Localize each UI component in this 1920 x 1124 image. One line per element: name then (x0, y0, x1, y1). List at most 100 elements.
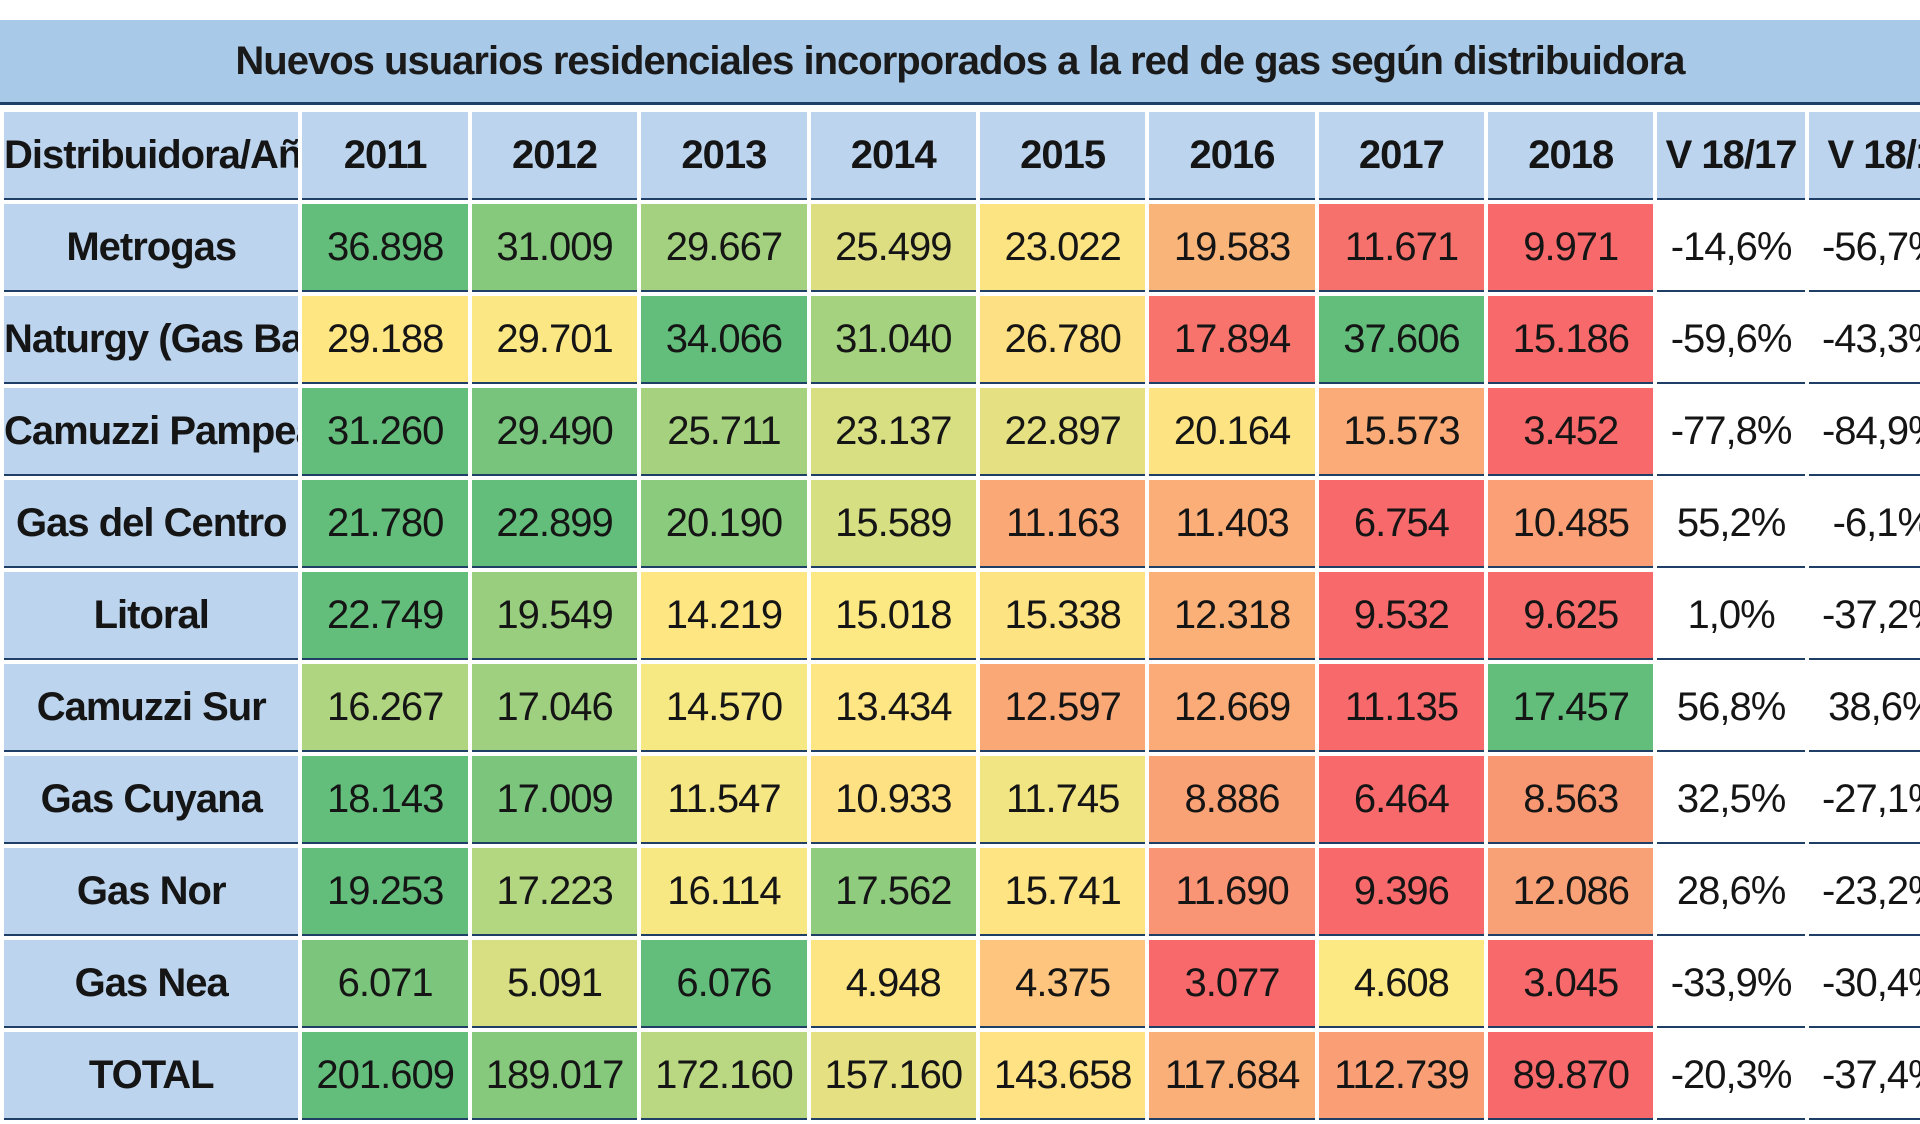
table-frame: Nuevos usuarios residenciales incorporad… (0, 20, 1920, 1120)
value-cell: 15.186 (1488, 296, 1654, 384)
value-cell: 3.077 (1149, 940, 1315, 1028)
table-row: Camuzzi Sur 16.267 17.046 14.570 13.434 12.59… (4, 664, 1920, 752)
value-cell: 19.583 (1149, 204, 1315, 292)
value-cell: 17.009 (471, 756, 638, 844)
var-18-11-cell: -30,4% (1808, 940, 1920, 1028)
value-cell: 14.570 (641, 664, 807, 752)
var-18-17-cell: 56,8% (1657, 664, 1805, 752)
var-18-11-cell: -37,2% (1808, 572, 1920, 660)
value-cell: 10.485 (1488, 480, 1654, 568)
value-cell: 17.046 (471, 664, 638, 752)
value-cell: 21.780 (302, 480, 468, 568)
value-cell: 29.188 (302, 296, 468, 384)
value-cell: 112.739 (1318, 1032, 1485, 1120)
value-cell: 29.667 (641, 204, 807, 292)
distributor-name: Litoral (4, 572, 299, 660)
table-row: Gas Cuyana 18.143 17.009 11.547 10.933 11.745… (4, 756, 1920, 844)
distributor-name: Camuzzi Pampeana (4, 388, 299, 476)
var-18-11-cell: -56,7% (1808, 204, 1920, 292)
table-row: TOTAL 201.609 189.017 172.160 157.160 143.658… (4, 1032, 1920, 1120)
table-row: Gas del Centro 21.780 22.899 20.190 15.589 11… (4, 480, 1920, 568)
header-row-label: Distribuidora/Año (4, 112, 299, 200)
value-cell: 22.897 (979, 388, 1146, 476)
header-row: Distribuidora/Año 2011 2012 2013 2014 20… (4, 112, 1920, 200)
var-18-11-cell: -84,9% (1808, 388, 1920, 476)
header-year: 2018 (1488, 112, 1654, 200)
header-year: 2015 (979, 112, 1146, 200)
value-cell: 19.549 (471, 572, 638, 660)
var-18-17-cell: 28,6% (1657, 848, 1805, 936)
value-cell: 11.547 (641, 756, 807, 844)
var-18-17-cell: 32,5% (1657, 756, 1805, 844)
value-cell: 5.091 (471, 940, 638, 1028)
header-var-18-11: V 18/1 (1808, 112, 1920, 200)
table-title: Nuevos usuarios residenciales incorporad… (0, 20, 1920, 105)
value-cell: 11.135 (1318, 664, 1485, 752)
value-cell: 117.684 (1149, 1032, 1315, 1120)
value-cell: 6.071 (302, 940, 468, 1028)
value-cell: 11.163 (979, 480, 1146, 568)
table-row: Gas Nor 19.253 17.223 16.114 17.562 15.741 11.… (4, 848, 1920, 936)
header-year: 2014 (810, 112, 976, 200)
value-cell: 31.260 (302, 388, 468, 476)
value-cell: 4.375 (979, 940, 1146, 1028)
table-row: Gas Nea 6.071 5.091 6.076 4.948 4.375 3.077 4.6… (4, 940, 1920, 1028)
value-cell: 17.562 (810, 848, 976, 936)
var-18-17-cell: -20,3% (1657, 1032, 1805, 1120)
table-body: Metrogas 36.898 31.009 29.667 25.499 23.022 19… (4, 204, 1920, 1120)
value-cell: 29.701 (471, 296, 638, 384)
distributor-name: Gas Cuyana (4, 756, 299, 844)
value-cell: 15.573 (1318, 388, 1485, 476)
value-cell: 17.894 (1149, 296, 1315, 384)
header-year: 2012 (471, 112, 638, 200)
value-cell: 4.608 (1318, 940, 1485, 1028)
value-cell: 9.625 (1488, 572, 1654, 660)
var-18-17-cell: -77,8% (1657, 388, 1805, 476)
table-row: Camuzzi Pampeana31.26029.49025.71123.137… (4, 388, 1920, 476)
value-cell: 25.711 (641, 388, 807, 476)
distributor-name: Gas del Centro (4, 480, 299, 568)
value-cell: 3.452 (1488, 388, 1654, 476)
value-cell: 3.045 (1488, 940, 1654, 1028)
header-var-18-17: V 18/17 (1657, 112, 1805, 200)
value-cell: 34.066 (641, 296, 807, 384)
var-18-17-cell: -59,6% (1657, 296, 1805, 384)
value-cell: 17.223 (471, 848, 638, 936)
value-cell: 189.017 (471, 1032, 638, 1120)
value-cell: 11.403 (1149, 480, 1315, 568)
var-18-11-cell: -6,1% (1808, 480, 1920, 568)
distributor-name: Camuzzi Sur (4, 664, 299, 752)
header-year: 2011 (302, 112, 468, 200)
value-cell: 157.160 (810, 1032, 976, 1120)
table-row: Metrogas 36.898 31.009 29.667 25.499 23.022 19… (4, 204, 1920, 292)
value-cell: 4.948 (810, 940, 976, 1028)
value-cell: 143.658 (979, 1032, 1146, 1120)
value-cell: 11.745 (979, 756, 1146, 844)
value-cell: 8.563 (1488, 756, 1654, 844)
distributor-name: Gas Nor (4, 848, 299, 936)
var-18-17-cell: 1,0% (1657, 572, 1805, 660)
value-cell: 12.086 (1488, 848, 1654, 936)
value-cell: 12.597 (979, 664, 1146, 752)
value-cell: 15.741 (979, 848, 1146, 936)
value-cell: 17.457 (1488, 664, 1654, 752)
var-18-11-cell: 38,6% (1808, 664, 1920, 752)
value-cell: 23.022 (979, 204, 1146, 292)
value-cell: 29.490 (471, 388, 638, 476)
value-cell: 9.396 (1318, 848, 1485, 936)
value-cell: 12.669 (1149, 664, 1315, 752)
value-cell: 201.609 (302, 1032, 468, 1120)
var-18-11-cell: -27,1% (1808, 756, 1920, 844)
header-year: 2013 (641, 112, 807, 200)
value-cell: 25.499 (810, 204, 976, 292)
value-cell: 6.754 (1318, 480, 1485, 568)
value-cell: 9.971 (1488, 204, 1654, 292)
var-18-17-cell: -33,9% (1657, 940, 1805, 1028)
value-cell: 22.749 (302, 572, 468, 660)
distributor-name: TOTAL (4, 1032, 299, 1120)
value-cell: 89.870 (1488, 1032, 1654, 1120)
value-cell: 31.040 (810, 296, 976, 384)
header-year: 2016 (1149, 112, 1315, 200)
table-row: Litoral 22.749 19.549 14.219 15.018 15.338 12.… (4, 572, 1920, 660)
value-cell: 22.899 (471, 480, 638, 568)
